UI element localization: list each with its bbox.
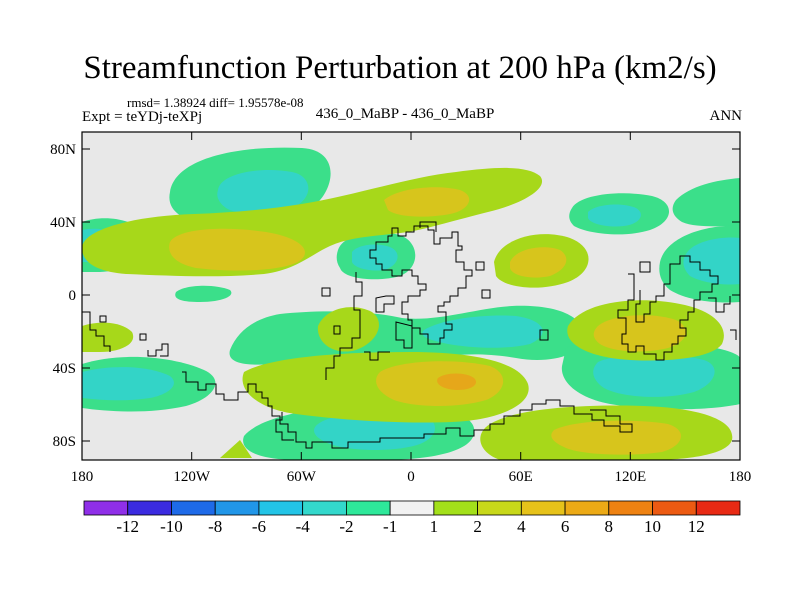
coastline: [475, 261, 485, 271]
contour-negative-core: [588, 204, 641, 227]
colorbar-label: -12: [116, 517, 139, 536]
contour-negative-core: [683, 237, 740, 285]
coastline: [617, 255, 719, 361]
coastline: [275, 412, 294, 441]
colorbar-label: -8: [208, 517, 222, 536]
colorbar-label: 4: [517, 517, 526, 536]
coastline: [147, 343, 169, 357]
coastline: [182, 371, 633, 449]
colorbar-box: [345, 500, 391, 516]
coastline: [395, 321, 413, 349]
map-title: Streamfunction Perturbation at 200 hPa (…: [83, 50, 717, 86]
experiment-label: Expt = teYDj-teXPj: [82, 109, 203, 125]
colorbar-label: -1: [383, 517, 397, 536]
colorbar-box: [433, 500, 479, 516]
colorbar-label: 1: [430, 517, 439, 536]
tick-marks: [81, 132, 741, 460]
colorbar-box: [564, 500, 610, 516]
coastline: [333, 325, 341, 335]
contour-negative-core: [82, 367, 174, 401]
rmsd-text: rmsd= 1.38924 diff= 1.95578e-08: [127, 95, 304, 110]
contour-positive-core: [593, 315, 686, 352]
x-tick-label: 180: [729, 469, 752, 485]
x-tick-label: 60W: [287, 469, 317, 485]
colorbar-label: 10: [644, 517, 661, 536]
coastline: [325, 272, 363, 380]
contour-positive-peak: [437, 373, 477, 390]
x-tick-label: 60E: [509, 469, 533, 485]
coastlines: [82, 221, 737, 449]
colorbar-box: [477, 500, 522, 516]
colorbar-box: [608, 500, 653, 516]
colorbar-box: [214, 500, 260, 516]
colorbar-box: [520, 500, 566, 516]
case-label: 436_0_MaBP - 436_0_MaBP: [315, 106, 495, 122]
colorbar-label: 2: [473, 517, 482, 536]
colorbar-label: -4: [296, 517, 311, 536]
coastline: [419, 221, 437, 232]
coastline: [82, 311, 111, 352]
coastline: [481, 289, 491, 299]
coastline: [369, 225, 473, 345]
contour-positive-region: [317, 307, 379, 352]
colorbar-label: 6: [561, 517, 570, 536]
x-tick-label: 120E: [614, 469, 646, 485]
y-tick-label: 40S: [53, 361, 76, 377]
coastline: [139, 333, 147, 341]
contour-positive-core: [384, 187, 470, 217]
colorbar-label: 12: [688, 517, 705, 536]
coastline: [321, 287, 331, 297]
coastline: [375, 295, 395, 313]
y-tick-label: 0: [69, 288, 77, 304]
contour-field: [82, 132, 740, 460]
colorbar-box: [83, 500, 129, 516]
colorbar: -12 -10 -8 -6 -4 -2 -1 1 2 4 6 8 10 12: [83, 500, 741, 536]
x-tick-label: 180: [71, 469, 94, 485]
contour-negative-core: [593, 354, 715, 397]
colorbar-box: [652, 500, 697, 516]
coastline: [730, 329, 737, 340]
colorbar-box: [127, 500, 172, 516]
y-tick-label: 40N: [50, 215, 76, 231]
coastline: [639, 261, 651, 273]
colorbar-box: [302, 500, 347, 516]
coastline: [539, 329, 549, 341]
contour-positive-core: [169, 228, 305, 271]
y-tick-label: 80S: [53, 434, 76, 450]
colorbar-box: [258, 500, 304, 516]
contour-positive-core: [551, 420, 681, 455]
contour-negative-core: [217, 170, 309, 214]
colorbar-label: -2: [339, 517, 353, 536]
colorbar-box: [389, 500, 435, 516]
contour-positive-core: [510, 247, 567, 278]
contour-positive-region: [220, 440, 252, 458]
colorbar-label: 8: [605, 517, 614, 536]
x-tick-label: 120W: [173, 469, 211, 485]
coastline: [708, 296, 731, 313]
y-axis-labels: 80N 40N 0 40S 80S: [50, 142, 76, 450]
contour-negative-region: [672, 178, 740, 227]
y-tick-label: 80N: [50, 142, 76, 158]
coastline: [364, 351, 390, 361]
colorbar-box: [171, 500, 216, 516]
colorbar-box: [695, 500, 741, 516]
x-tick-label: 0: [407, 469, 415, 485]
contour-negative-region: [175, 285, 232, 302]
colorbar-label: -10: [160, 517, 183, 536]
season-label: ANN: [709, 108, 743, 124]
coastline: [99, 315, 107, 323]
colorbar-label: -6: [252, 517, 266, 536]
x-axis-labels: 180 120W 60W 0 60E 120E 180: [71, 469, 752, 485]
